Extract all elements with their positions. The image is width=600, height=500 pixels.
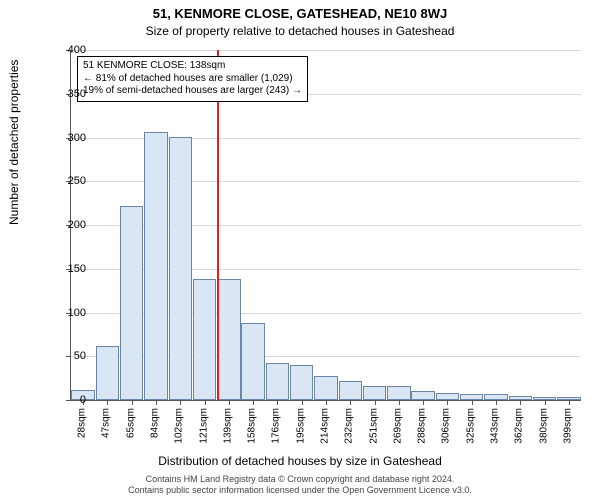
x-tick-label: 176sqm xyxy=(271,408,282,444)
footnote-line1: Contains HM Land Registry data © Crown c… xyxy=(0,474,600,485)
x-tick-label: 232sqm xyxy=(344,408,355,444)
x-tick-label: 158sqm xyxy=(247,408,258,444)
x-tick-mark xyxy=(253,400,254,405)
bar xyxy=(436,393,459,400)
x-tick-mark xyxy=(447,400,448,405)
footnote-line2: Contains public sector information licen… xyxy=(0,485,600,496)
y-tick-label: 0 xyxy=(46,394,86,406)
bar xyxy=(193,279,216,400)
bar xyxy=(387,386,410,400)
x-tick-mark xyxy=(205,400,206,405)
x-tick-mark xyxy=(229,400,230,405)
x-tick-mark xyxy=(277,400,278,405)
x-axis-label: Distribution of detached houses by size … xyxy=(0,454,600,468)
x-tick-mark xyxy=(496,400,497,405)
annotation-box: 51 KENMORE CLOSE: 138sqm ← 81% of detach… xyxy=(77,56,308,102)
bar xyxy=(217,279,240,400)
x-tick-label: 84sqm xyxy=(150,408,161,438)
x-tick-label: 306sqm xyxy=(441,408,452,444)
marker-line xyxy=(217,50,219,400)
x-tick-mark xyxy=(375,400,376,405)
x-tick-mark xyxy=(350,400,351,405)
footnote: Contains HM Land Registry data © Crown c… xyxy=(0,474,600,496)
annotation-line2: ← 81% of detached houses are smaller (1,… xyxy=(83,73,302,86)
bar xyxy=(290,365,313,400)
y-tick-label: 250 xyxy=(46,175,86,187)
x-tick-mark xyxy=(107,400,108,405)
x-tick-label: 65sqm xyxy=(125,408,136,438)
x-tick-label: 139sqm xyxy=(222,408,233,444)
x-tick-label: 325sqm xyxy=(465,408,476,444)
bar xyxy=(314,376,337,401)
x-tick-mark xyxy=(545,400,546,405)
x-tick-label: 399sqm xyxy=(562,408,573,444)
grid-line xyxy=(71,50,581,51)
x-tick-mark xyxy=(132,400,133,405)
annotation-line3: 19% of semi-detached houses are larger (… xyxy=(83,85,302,98)
y-axis-label: Number of detached properties xyxy=(7,60,21,225)
plot-area: 51 KENMORE CLOSE: 138sqm ← 81% of detach… xyxy=(70,50,581,401)
bar xyxy=(241,323,264,400)
x-tick-mark xyxy=(399,400,400,405)
x-tick-label: 47sqm xyxy=(101,408,112,438)
x-tick-label: 121sqm xyxy=(198,408,209,444)
y-tick-label: 100 xyxy=(46,307,86,319)
y-tick-label: 300 xyxy=(46,132,86,144)
x-tick-label: 269sqm xyxy=(392,408,403,444)
x-tick-label: 288sqm xyxy=(417,408,428,444)
x-tick-mark xyxy=(326,400,327,405)
x-tick-mark xyxy=(302,400,303,405)
y-tick-label: 150 xyxy=(46,263,86,275)
x-tick-label: 251sqm xyxy=(368,408,379,444)
bar xyxy=(144,132,167,400)
bar xyxy=(339,381,362,400)
x-tick-label: 102sqm xyxy=(174,408,185,444)
x-tick-mark xyxy=(156,400,157,405)
x-tick-mark xyxy=(180,400,181,405)
bar xyxy=(266,363,289,400)
x-tick-label: 380sqm xyxy=(538,408,549,444)
x-tick-label: 343sqm xyxy=(490,408,501,444)
x-tick-label: 195sqm xyxy=(295,408,306,444)
x-tick-label: 214sqm xyxy=(320,408,331,444)
y-tick-label: 350 xyxy=(46,88,86,100)
x-tick-mark xyxy=(423,400,424,405)
chart-subtitle: Size of property relative to detached ho… xyxy=(0,24,600,38)
x-tick-mark xyxy=(472,400,473,405)
annotation-line1: 51 KENMORE CLOSE: 138sqm xyxy=(83,60,302,73)
y-tick-label: 400 xyxy=(46,44,86,56)
chart-title: 51, KENMORE CLOSE, GATESHEAD, NE10 8WJ xyxy=(0,6,600,21)
bar xyxy=(363,386,386,400)
y-tick-label: 50 xyxy=(46,350,86,362)
x-tick-label: 362sqm xyxy=(514,408,525,444)
bar xyxy=(169,137,192,400)
bar xyxy=(120,206,143,400)
x-tick-label: 28sqm xyxy=(77,408,88,438)
x-tick-mark xyxy=(520,400,521,405)
bar xyxy=(96,346,119,400)
bar xyxy=(411,391,434,400)
y-tick-label: 200 xyxy=(46,219,86,231)
x-tick-mark xyxy=(569,400,570,405)
